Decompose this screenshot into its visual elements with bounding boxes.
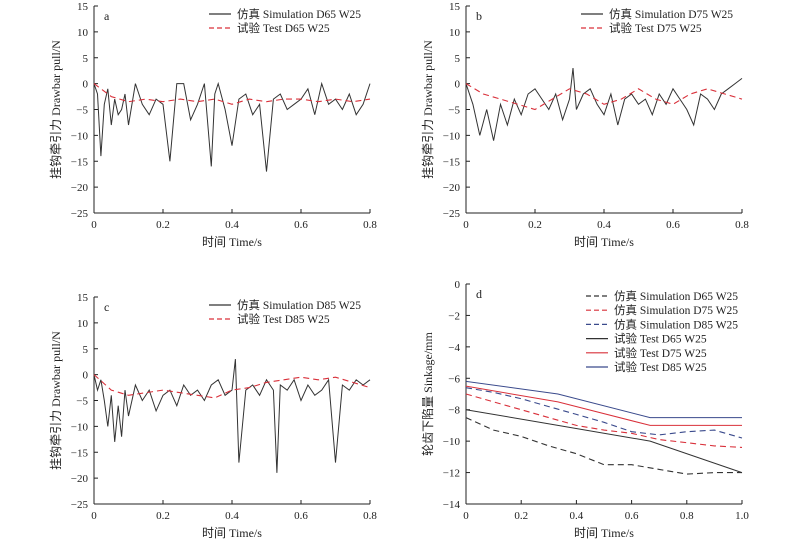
- series-line: [93, 374, 371, 399]
- x-tick-label: 0.8: [735, 219, 749, 231]
- x-tick-label: 0.8: [363, 510, 377, 522]
- y-tick-label: 5: [83, 344, 89, 356]
- x-tick-label: 0.2: [514, 510, 528, 522]
- x-tick-label: 0.2: [528, 219, 542, 231]
- y-axis-label: 挂钩牵引力 Drawbar pull/N: [49, 40, 63, 179]
- y-tick-label: −25: [71, 208, 89, 220]
- x-axis-label: 时间 Time/s: [574, 526, 634, 540]
- legend-label: 试验 Test D85 W25: [237, 312, 330, 326]
- y-tick-label: 10: [77, 27, 89, 39]
- series-line: [465, 380, 742, 419]
- x-tick-label: 0.6: [294, 219, 308, 231]
- y-axis-label: 轮齿下陷量 Sinkage/mm: [420, 332, 435, 456]
- legend-label: 仿真 Simulation D85 W25: [237, 298, 361, 312]
- x-tick-label: 0.6: [294, 510, 308, 522]
- y-tick-label: 0: [455, 279, 461, 291]
- series-line: [465, 83, 743, 111]
- x-tick-label: 0: [91, 219, 97, 231]
- y-tick-label: −15: [443, 156, 461, 168]
- legend-label: 试验 Test D65 W25: [614, 332, 707, 346]
- y-tick-label: −14: [443, 499, 461, 511]
- y-tick-label: 0: [83, 370, 89, 382]
- x-tick-label: 0.2: [156, 510, 170, 522]
- series-line: [465, 393, 743, 448]
- x-tick-label: 0.4: [597, 219, 611, 231]
- y-tick-label: 15: [77, 1, 89, 13]
- y-tick-label: −4: [448, 342, 460, 354]
- series-line: [465, 417, 742, 475]
- y-tick-label: 15: [449, 1, 461, 13]
- panel-letter: d: [476, 287, 482, 301]
- series-line: [93, 81, 371, 172]
- y-tick-label: −20: [71, 473, 89, 485]
- legend-label: 试验 Test D65 W25: [237, 21, 330, 35]
- y-tick-label: −5: [448, 105, 460, 117]
- y-tick-label: −15: [71, 156, 89, 168]
- x-tick-label: 0.6: [666, 219, 680, 231]
- x-tick-label: 0.8: [363, 219, 377, 231]
- series-line: [465, 387, 743, 439]
- x-tick-label: 0: [463, 219, 469, 231]
- x-tick-label: 1.0: [735, 510, 749, 522]
- legend-label: 试验 Test D75 W25: [609, 21, 702, 35]
- y-tick-label: 15: [77, 292, 89, 304]
- x-tick-label: 0: [91, 510, 97, 522]
- y-tick-label: −20: [443, 182, 461, 194]
- x-axis-label: 时间 Time/s: [574, 235, 634, 249]
- x-tick-label: 0.2: [156, 219, 170, 231]
- y-axis-label: 挂钩牵引力 Drawbar pull/N: [49, 331, 63, 470]
- y-tick-label: −2: [448, 310, 460, 322]
- y-tick-label: 0: [83, 79, 89, 91]
- panel-letter: b: [476, 9, 482, 23]
- x-axis-label: 时间 Time/s: [202, 526, 262, 540]
- y-axis-label: 挂钩牵引力 Drawbar pull/N: [421, 40, 435, 179]
- y-tick-label: 10: [449, 27, 461, 39]
- panel-letter: c: [104, 300, 109, 314]
- x-tick-label: 0.4: [570, 510, 584, 522]
- y-tick-label: 0: [455, 79, 461, 91]
- y-tick-label: −8: [448, 405, 460, 417]
- chart-panel-a: 0 0.2 0.4 0.6 0.8 15 10 5 0 −5 −10 −15 −20 −25 时间 Time…: [49, 1, 377, 249]
- y-tick-label: 5: [83, 53, 89, 65]
- legend-label: 试验 Test D85 W25: [614, 360, 707, 374]
- legend-label: 仿真 Simulation D75 W25: [614, 303, 738, 317]
- x-axis-label: 时间 Time/s: [202, 235, 262, 249]
- y-tick-label: −12: [443, 468, 460, 480]
- series-line: [465, 385, 742, 426]
- x-tick-label: 0: [463, 510, 469, 522]
- legend-label: 仿真 Simulation D75 W25: [609, 7, 733, 21]
- x-tick-label: 0.4: [225, 510, 239, 522]
- legend-label: 仿真 Simulation D65 W25: [614, 289, 738, 303]
- y-tick-label: −6: [448, 373, 460, 385]
- chart-panel-b: 0 0.2 0.4 0.6 0.8 15 10 5 0 −5 −10 −15 −20 −25 时间 Time…: [421, 1, 749, 249]
- y-tick-label: −20: [71, 182, 89, 194]
- y-tick-label: −5: [76, 105, 88, 117]
- x-tick-label: 0.4: [225, 219, 239, 231]
- x-tick-label: 0.6: [625, 510, 639, 522]
- y-tick-label: 10: [77, 318, 89, 330]
- y-tick-label: −10: [71, 421, 89, 433]
- y-tick-label: −25: [443, 208, 461, 220]
- legend-label: 试验 Test D75 W25: [614, 346, 707, 360]
- y-tick-label: −10: [71, 130, 89, 142]
- panel-letter: a: [104, 9, 110, 23]
- y-tick-label: −5: [76, 396, 88, 408]
- chart-panel-d: 0 0.2 0.4 0.6 0.8 1.0 0 −2 −4 −6 −8 −10 −12 −14 时间 Tim…: [420, 279, 749, 540]
- y-tick-label: −25: [71, 499, 89, 511]
- legend-label: 仿真 Simulation D85 W25: [614, 317, 738, 331]
- y-tick-label: −10: [443, 130, 461, 142]
- y-tick-label: −15: [71, 447, 89, 459]
- series-line: [93, 83, 371, 105]
- series-line: [93, 359, 371, 473]
- y-tick-label: 5: [455, 53, 461, 65]
- x-tick-label: 0.8: [680, 510, 694, 522]
- chart-panel-c: 0 0.2 0.4 0.6 0.8 15 10 5 0 −5 −10 −15 −20 −25 时间 Time…: [49, 292, 377, 540]
- legend-label: 仿真 Simulation D65 W25: [237, 7, 361, 21]
- series-line: [465, 409, 743, 474]
- y-tick-label: −10: [443, 436, 461, 448]
